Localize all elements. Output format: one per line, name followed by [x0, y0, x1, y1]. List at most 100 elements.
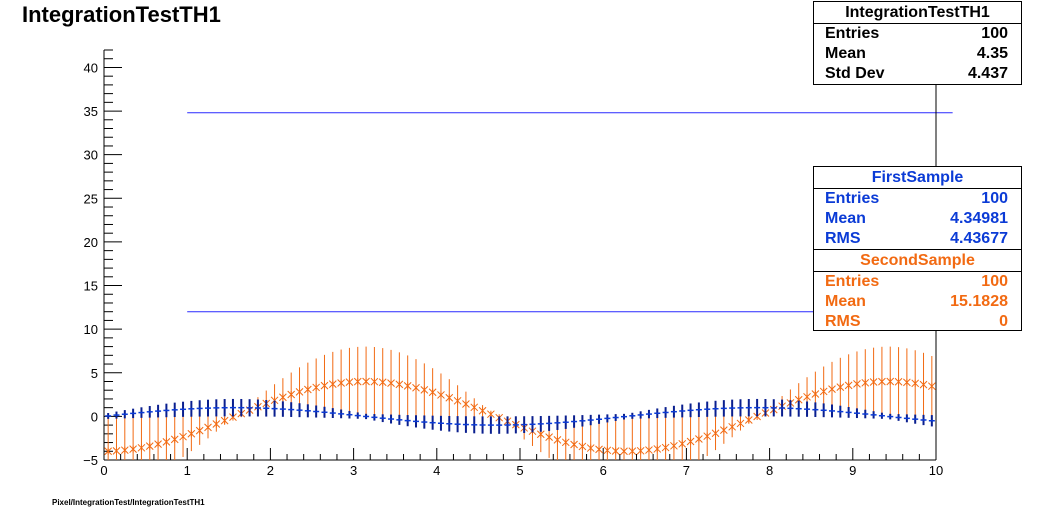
second-sample-point [744, 416, 753, 424]
stats-box-samples: FirstSample Entries 100 Mean 4.34981 RMS 4.… [813, 166, 1022, 331]
second-sample-point [886, 377, 895, 386]
footer-path: Pixel/IntegrationTest/IntegrationTestTH1 [52, 498, 205, 507]
second-sample-point [703, 432, 712, 441]
stats-label: RMS [825, 230, 861, 247]
second-sample-point [129, 445, 137, 454]
stats-title-first: FirstSample [814, 167, 1021, 189]
x-tick-label: 9 [849, 463, 856, 478]
second-sample-point [328, 380, 337, 388]
second-sample-point [611, 447, 620, 455]
second-sample-point [545, 433, 553, 442]
stats-value: 4.43677 [950, 230, 1008, 247]
second-sample-point [636, 446, 645, 455]
stats-box-main: IntegrationTestTH1 Entries 100 Mean 4.35 S… [813, 1, 1022, 85]
stats-label: Entries [825, 190, 880, 207]
second-sample-point [412, 383, 420, 392]
second-sample-point [570, 440, 578, 449]
second-sample-point [869, 378, 878, 386]
y-tick-label: 20 [84, 235, 98, 250]
x-tick-label: 10 [929, 463, 943, 478]
stats-row: Mean 4.35 [814, 44, 1021, 64]
x-tick-label: 3 [350, 463, 357, 478]
second-sample-point [911, 379, 920, 388]
stats-row: Entries 100 [814, 24, 1021, 44]
second-sample-point [320, 381, 329, 390]
stats-label: RMS [825, 313, 861, 330]
second-sample-point [303, 385, 312, 394]
second-sample-point [894, 377, 903, 386]
second-sample-point [445, 393, 454, 402]
second-sample-point [536, 430, 545, 439]
second-sample-point [628, 447, 637, 456]
second-sample-point [337, 379, 345, 387]
second-sample-point [578, 442, 587, 451]
second-sample-point [811, 390, 820, 398]
stats-row: Mean 4.34981 [814, 209, 1021, 229]
second-sample-point [927, 382, 936, 391]
second-sample-point [595, 445, 603, 454]
second-sample-point [645, 446, 653, 454]
second-sample-point [836, 383, 845, 391]
second-sample-point [370, 377, 379, 386]
second-sample-point [853, 380, 861, 388]
x-tick-label: 7 [683, 463, 690, 478]
second-sample-point [919, 380, 928, 389]
second-sample-point [819, 387, 828, 396]
second-sample-point [279, 393, 287, 402]
second-sample-point [686, 437, 695, 446]
second-sample-point [437, 391, 445, 399]
stats-label: Entries [825, 25, 880, 42]
stats-row: Std Dev 4.437 [814, 64, 1021, 84]
second-sample-point [212, 420, 221, 428]
second-sample-point [112, 447, 121, 455]
stats-row: Entries 100 [814, 272, 1021, 292]
stats-value: 15.1828 [950, 293, 1008, 310]
second-sample-point [661, 443, 670, 452]
second-sample-point [586, 444, 595, 452]
second-sample-point [312, 383, 321, 392]
second-sample-point [561, 438, 570, 447]
stats-value: 4.437 [967, 65, 1008, 82]
stats-title: IntegrationTestTH1 [814, 2, 1021, 24]
second-sample-point [162, 438, 171, 446]
second-sample-point [678, 439, 687, 448]
second-sample-point [403, 382, 412, 390]
second-sample-point [603, 446, 612, 455]
x-tick-label: 1 [184, 463, 191, 478]
second-sample-point [428, 388, 437, 397]
data-layer [104, 346, 936, 460]
second-sample-point [195, 426, 204, 435]
second-sample-point [204, 423, 212, 432]
second-sample-point [453, 396, 462, 405]
second-sample-point [345, 378, 354, 386]
y-tick-label: 35 [84, 104, 98, 119]
second-sample-point [378, 378, 387, 387]
x-tick-label: 6 [600, 463, 607, 478]
y-tick-label: 15 [84, 279, 98, 294]
stats-value: 4.35 [976, 45, 1008, 62]
stats-row: RMS 0 [814, 312, 1021, 332]
stats-label: Mean [825, 45, 866, 62]
second-sample-point [179, 432, 187, 441]
second-sample-point [553, 435, 562, 444]
second-sample-point [462, 400, 470, 408]
y-tick-label: −5 [83, 453, 98, 468]
second-sample-point [145, 442, 154, 450]
stats-value: 100 [981, 25, 1008, 42]
stats-row: Mean 15.1828 [814, 292, 1021, 312]
second-sample-point [104, 447, 113, 456]
second-sample-point [137, 443, 146, 452]
y-tick-label: 25 [84, 191, 98, 206]
stats-value: 0 [999, 313, 1008, 330]
x-tick-label: 8 [766, 463, 773, 478]
stats-row: Entries 100 [814, 189, 1021, 209]
x-tick-label: 0 [100, 463, 107, 478]
second-sample-point [353, 377, 362, 386]
second-sample-point [120, 446, 129, 455]
stats-label: Mean [825, 210, 866, 227]
x-tick-label: 5 [516, 463, 523, 478]
y-tick-label: 10 [84, 322, 98, 337]
stats-label: Mean [825, 293, 866, 310]
second-sample-point [478, 406, 487, 415]
x-tick-label: 2 [267, 463, 274, 478]
